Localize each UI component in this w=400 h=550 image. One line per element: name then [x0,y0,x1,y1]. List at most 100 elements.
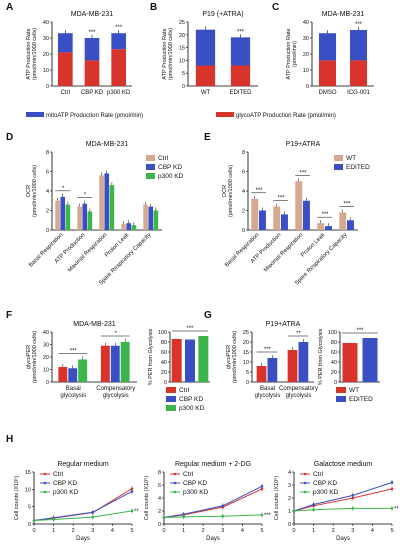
H3-xtick-label: 4 [371,528,374,534]
F1-bar-0-1 [100,345,110,382]
D-ytick-label: 2 [46,209,49,215]
D-legend-label-1: CBP KD [158,164,182,171]
D-bar-1-0 [60,196,66,230]
A-bar-0-2 [111,49,126,86]
E-ytick-label: 6 [242,170,245,176]
H1-ytick-label: 5 [28,505,31,511]
F2-bar-0 [171,339,182,382]
C-bar-0-0 [318,60,337,86]
H1-ylabel: Cell counts (X10⁵) [13,476,20,521]
E-bar-1-4 [347,220,354,230]
B-ytick-label: 20 [179,33,185,39]
H3-legend-label-0: Ctrl [313,471,324,478]
H1-ytick-label: 15 [25,470,31,476]
F2-ytick-label: 40 [161,360,167,366]
E-title: P19+ATRA [286,141,321,148]
D-title: MDA-MB-231 [86,141,129,148]
H3-ytick-label: 1 [288,509,291,515]
H3-xtick-label: 2 [332,528,335,534]
D-panel-letter: D [6,132,13,143]
H1-line-1 [33,490,133,522]
E-legend-swatch-0 [334,155,343,161]
D-ytick-label: 6 [46,170,49,176]
D-bar-1-4 [148,206,154,230]
A-ytick-label: 30 [43,36,49,42]
E-sig: *** [255,188,263,194]
E-xtick-label: Maximal Respiration [263,232,304,273]
G1-title: P19+ATRA [266,321,301,328]
G2-ytick-label: 0 [334,380,337,386]
H2-line-2 [163,514,263,518]
H3-xtick-label: 5 [390,528,393,534]
B-sig: *** [237,29,245,35]
H1-xtick-label: 1 [52,528,55,534]
G1-ylabel: glycoPER [226,345,232,369]
D-bar-2-2 [109,185,115,230]
H3-xtick-label: 0 [292,528,295,534]
G2-bar-1 [362,338,378,382]
F1-bar-1-1 [110,345,120,382]
F2-legend-swatch-0 [166,387,176,393]
G2-legend-swatch-0 [336,387,346,393]
F2-ytick-label: 60 [161,350,167,356]
D-bar-1-1 [82,203,88,230]
H3-line-2 [293,507,392,512]
D-ylabel: OCR [26,185,32,197]
G2-ytick-label: 100 [328,330,337,336]
H1-xtick-label: 4 [111,528,114,534]
A-xtick-label: Ctrl [61,90,70,96]
E-bar-1-0 [259,210,266,230]
H2-legend-label-1: CBP KD [183,480,207,487]
legend-mito-swatch [26,112,44,117]
D-bar-2-1 [87,211,93,230]
H1-xtick-label: 0 [32,528,35,534]
H1-xtick-label: 5 [130,528,133,534]
G1-sig: ** [296,331,301,337]
H3-legend-marker-0 [303,472,307,476]
E-ylabel-units: (pmol/min/1000 cells) [228,165,234,217]
D-sig: * [62,186,65,192]
H2-ytick-label: 0 [158,522,161,528]
H1-legend-marker-1 [43,481,47,485]
E-ylabel: OCR [222,185,228,197]
H2-xtick-label: 0 [162,528,165,534]
G1-xtick-label: Basal [260,386,275,392]
H1-point-2-0 [32,519,36,522]
H3-legend-label-2: p300 KD [313,489,339,496]
B-ytick-label: 5 [182,71,185,77]
E-sig: *** [277,196,285,202]
B-ytick-label: 10 [179,58,185,64]
F1-bar-2-0 [78,359,88,382]
H2-xtick-label: 2 [202,528,205,534]
D-bar-2-4 [153,210,159,230]
H1-legend-marker-2 [43,490,47,494]
F1-sig: * [115,331,118,337]
B-title: P19 (+ATRA) [202,11,243,18]
B-bar-0-1 [230,65,251,86]
F1-title: MDA-MB-231 [73,321,116,328]
F2-ytick-label: 20 [161,370,167,376]
G1-bar-1-0 [267,358,278,382]
G1-ytick-label: 10 [243,360,249,366]
G1-xtick-label: Compensatory [279,386,318,392]
H1-xlabel: Days [76,536,90,542]
G2-ytick-label: 60 [331,350,337,356]
F2-legend-label-0: Ctrl [179,387,190,394]
F1-ytick-label: 10 [43,368,49,374]
B-ylabel-units: (pmol/min/1000 cells) [168,28,174,80]
B-ytick-label: 15 [179,46,185,52]
H3-line-0 [293,488,393,512]
F1-ylabel: glycoPER [26,345,32,369]
C-ytick-label: 0 [306,84,309,90]
B-ytick-label: 25 [179,20,185,26]
H2-ytick-label: 4 [158,496,161,502]
B-ytick-label: 0 [182,84,185,90]
G1-ytick-label: 20 [243,340,249,346]
C-ytick-label: 20 [303,52,309,58]
H2-ytick-label: 2 [158,509,161,515]
A-xtick-label: CBP KD [81,90,104,96]
H2-xtick-label: 4 [241,528,244,534]
F1-xtick-label-2: glycolysis [60,393,86,399]
G2-legend-label-1: EDITED [349,396,373,403]
E-bar-0-4 [339,212,347,230]
